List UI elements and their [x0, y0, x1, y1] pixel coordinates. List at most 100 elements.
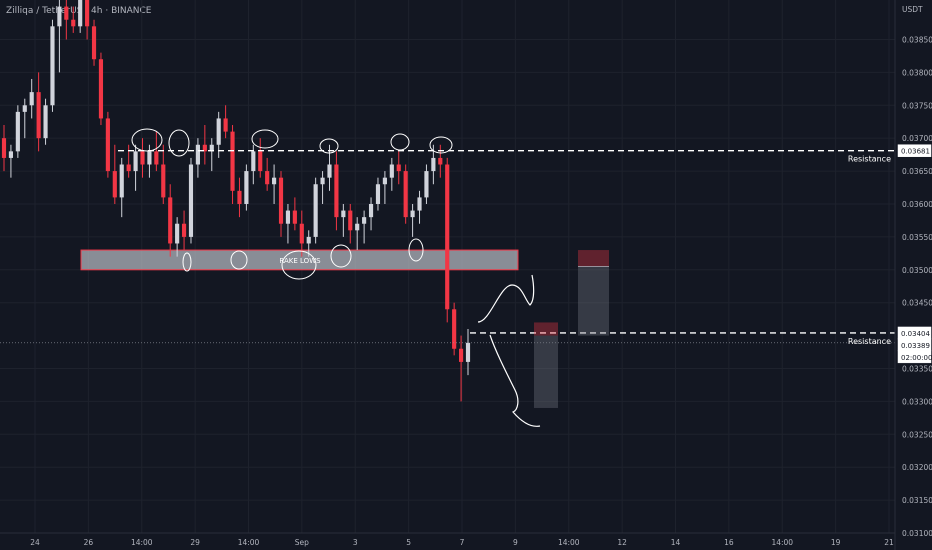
- candle: [188, 157, 194, 244]
- candle: [43, 98, 48, 145]
- candle-body: [119, 164, 124, 198]
- x-tick-label: 9: [513, 538, 518, 547]
- candles: [1, 0, 471, 402]
- candle-body: [445, 164, 450, 310]
- candle: [140, 138, 145, 178]
- candle-body: [244, 171, 249, 204]
- hand-drawn-arrow-up: [477, 274, 535, 323]
- annotations: Resistance Resistance: [0, 128, 895, 427]
- candle: [417, 190, 422, 224]
- candle: [168, 184, 173, 257]
- price-badge-resistance-top-bg: [897, 144, 932, 157]
- x-tick-label: 14:00: [238, 538, 260, 547]
- candle-body: [181, 223, 187, 237]
- candle-body: [78, 0, 83, 27]
- candle: [181, 210, 187, 251]
- candle-body: [126, 164, 131, 172]
- symbol-name: Zilliqa / TetherUS: [6, 6, 83, 16]
- candle-body: [368, 203, 374, 218]
- candle: [1, 125, 7, 172]
- hand-drawn-circle: [131, 128, 163, 152]
- candle: [112, 144, 117, 204]
- countdown-badge: 02:00:00: [901, 354, 932, 362]
- candle: [299, 210, 304, 257]
- candle: [458, 335, 464, 402]
- x-tick-label: 26: [84, 538, 94, 547]
- candle-body: [320, 177, 325, 185]
- x-tick-label: 14:00: [771, 538, 793, 547]
- y-tick-label: 0.03200: [902, 463, 932, 472]
- candle-body: [36, 92, 41, 139]
- candle-body: [175, 223, 180, 244]
- y-tick-label: 0.03550: [902, 233, 932, 242]
- price-badge-resistance-low: 0.03404: [901, 330, 930, 338]
- price-badge-last: 0.03389: [901, 342, 930, 350]
- candle-body: [1, 138, 7, 158]
- hand-drawn-circle: [408, 238, 424, 262]
- candle: [175, 217, 180, 257]
- x-tick-label: 29: [190, 538, 200, 547]
- target-box-short: [534, 335, 558, 408]
- candle-body: [147, 151, 152, 165]
- candle: [251, 144, 256, 185]
- candle-body: [140, 151, 145, 165]
- hand-drawn-circle: [230, 250, 248, 270]
- candle-body: [355, 223, 360, 231]
- candle-body: [188, 164, 194, 237]
- candle-body: [431, 157, 436, 172]
- candle: [154, 131, 159, 172]
- candle: [119, 157, 124, 218]
- title-separator: ·: [102, 6, 112, 16]
- y-tick-label: 0.03350: [902, 364, 932, 373]
- hand-drawn-circle: [182, 252, 192, 272]
- candle: [98, 52, 104, 126]
- y-tick-label: 0.03700: [902, 134, 932, 143]
- candle-body: [424, 171, 429, 198]
- candle-body: [348, 210, 353, 231]
- x-tick-label: 21: [884, 538, 894, 547]
- y-tick-label: 0.03600: [902, 200, 932, 209]
- candle-body: [195, 144, 200, 165]
- candle: [195, 138, 200, 178]
- candle: [306, 230, 311, 257]
- stop-box-short: [534, 322, 558, 336]
- candle: [424, 164, 429, 204]
- candle: [362, 210, 367, 244]
- x-tick-label: 5: [406, 538, 411, 547]
- y-tick-label: 0.03300: [902, 397, 932, 406]
- candle: [85, 0, 90, 40]
- exchange: BINANCE: [111, 6, 152, 16]
- y-tick-label: 0.03800: [902, 68, 932, 77]
- candle-body: [223, 118, 228, 132]
- candle: [57, 0, 62, 73]
- candle: [223, 105, 228, 139]
- hand-drawn-circle: [429, 136, 453, 154]
- candle-body: [327, 164, 332, 178]
- candle-body: [334, 164, 339, 218]
- candle: [285, 203, 291, 244]
- resistance-label: Resistance: [848, 155, 891, 164]
- candle: [36, 72, 41, 152]
- candle: [230, 125, 235, 204]
- candle-body: [71, 19, 76, 27]
- candle: [341, 203, 346, 237]
- candle: [389, 157, 394, 191]
- candle-body: [251, 151, 256, 172]
- x-tick-label: 19: [831, 538, 841, 547]
- candle: [278, 171, 284, 237]
- candle: [348, 203, 353, 244]
- candle-body: [216, 118, 221, 145]
- hand-drawn-circle: [319, 138, 339, 154]
- candle: [445, 157, 450, 323]
- candle-body: [209, 144, 214, 152]
- candle-body: [285, 210, 291, 224]
- y-tick-label: 0.03500: [902, 266, 932, 275]
- candle-body: [403, 171, 408, 218]
- candle: [375, 177, 381, 211]
- candle: [258, 138, 263, 178]
- candle: [410, 203, 415, 237]
- candle: [78, 0, 83, 33]
- candle: [202, 125, 207, 165]
- candle-body: [299, 223, 304, 244]
